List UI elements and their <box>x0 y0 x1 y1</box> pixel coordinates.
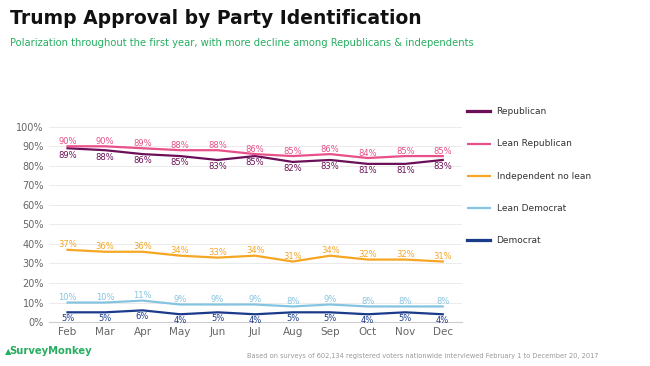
Text: 85%: 85% <box>434 147 452 156</box>
Text: Trump Approval by Party Identification: Trump Approval by Party Identification <box>10 9 421 28</box>
Text: 31%: 31% <box>283 252 302 261</box>
Text: 86%: 86% <box>133 156 152 165</box>
Text: 36%: 36% <box>133 242 152 251</box>
Text: 86%: 86% <box>321 145 339 154</box>
Text: 8%: 8% <box>286 297 300 306</box>
Text: 4%: 4% <box>248 316 262 325</box>
Text: 89%: 89% <box>58 150 77 160</box>
Text: 90%: 90% <box>58 137 77 146</box>
Text: Polarization throughout the first year, with more decline among Republicans & in: Polarization throughout the first year, … <box>10 38 473 48</box>
Text: Democrat: Democrat <box>497 236 541 245</box>
Text: 37%: 37% <box>58 240 77 250</box>
Text: Based on surveys of 602,134 registered voters nationwide interviewed February 1 : Based on surveys of 602,134 registered v… <box>247 354 599 359</box>
Text: 85%: 85% <box>396 147 415 156</box>
Text: 88%: 88% <box>96 153 114 161</box>
Text: 5%: 5% <box>286 314 299 323</box>
Text: 81%: 81% <box>396 166 415 175</box>
Text: 83%: 83% <box>434 162 452 171</box>
Text: 8%: 8% <box>398 297 412 306</box>
Text: 33%: 33% <box>208 248 227 257</box>
Text: 85%: 85% <box>246 158 265 167</box>
Text: 4%: 4% <box>436 316 449 325</box>
Text: 32%: 32% <box>358 250 377 259</box>
Text: Republican: Republican <box>497 107 547 116</box>
Text: 5%: 5% <box>61 314 74 323</box>
Text: 9%: 9% <box>248 295 262 304</box>
Text: 88%: 88% <box>208 141 227 150</box>
Text: 34%: 34% <box>321 246 339 255</box>
Text: 9%: 9% <box>211 295 224 304</box>
Text: 34%: 34% <box>246 246 265 255</box>
Text: 6%: 6% <box>136 312 150 321</box>
Text: 5%: 5% <box>211 314 224 323</box>
Text: 81%: 81% <box>358 166 377 175</box>
Text: 8%: 8% <box>361 297 374 306</box>
Text: 83%: 83% <box>321 162 339 171</box>
Text: 10%: 10% <box>96 293 114 302</box>
Text: 36%: 36% <box>96 242 114 251</box>
Text: 5%: 5% <box>398 314 412 323</box>
Text: ▲: ▲ <box>5 347 12 356</box>
Text: 10%: 10% <box>58 293 77 302</box>
Text: 8%: 8% <box>436 297 449 306</box>
Text: 82%: 82% <box>283 164 302 173</box>
Text: Independent no lean: Independent no lean <box>497 172 591 180</box>
Text: 90%: 90% <box>96 137 114 146</box>
Text: Lean Republican: Lean Republican <box>497 139 571 148</box>
Text: 85%: 85% <box>283 147 302 156</box>
Text: SurveyMonkey: SurveyMonkey <box>10 346 92 356</box>
Text: 4%: 4% <box>174 316 187 325</box>
Text: 4%: 4% <box>361 316 374 325</box>
Text: 11%: 11% <box>133 291 152 300</box>
Text: 31%: 31% <box>434 252 452 261</box>
Text: 32%: 32% <box>396 250 415 259</box>
Text: Lean Democrat: Lean Democrat <box>497 204 566 213</box>
Text: 86%: 86% <box>246 145 265 154</box>
Text: 34%: 34% <box>171 246 189 255</box>
Text: 88%: 88% <box>171 141 189 150</box>
Text: 9%: 9% <box>174 295 187 304</box>
Text: 84%: 84% <box>358 149 377 158</box>
Text: 83%: 83% <box>208 162 227 171</box>
Text: 5%: 5% <box>324 314 337 323</box>
Text: 85%: 85% <box>171 158 189 167</box>
Text: 89%: 89% <box>133 139 152 148</box>
Text: 5%: 5% <box>98 314 112 323</box>
Text: 9%: 9% <box>324 295 337 304</box>
